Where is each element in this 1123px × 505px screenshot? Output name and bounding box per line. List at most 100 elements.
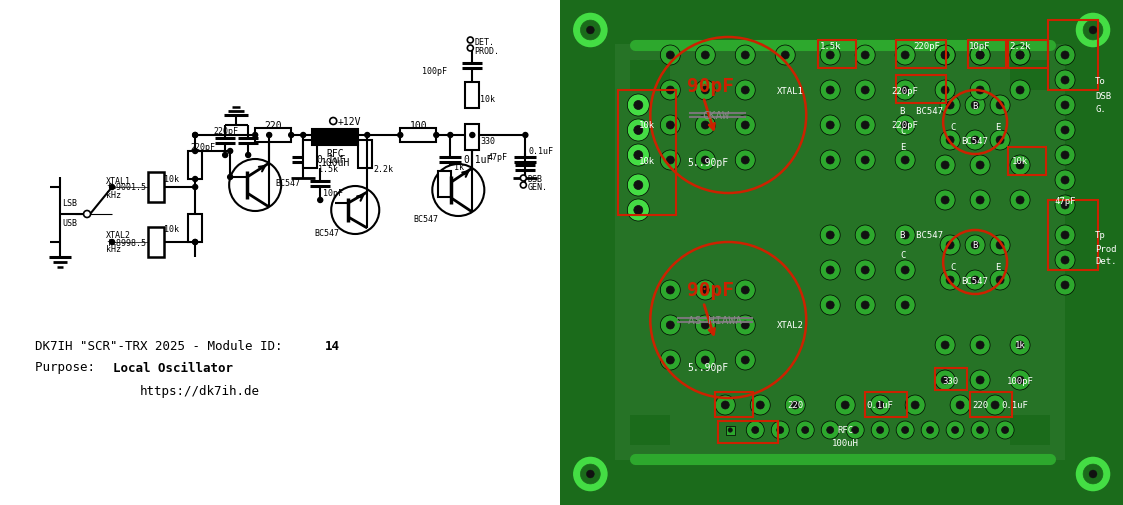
Bar	[255, 129, 291, 143]
Circle shape	[1054, 46, 1075, 66]
Circle shape	[750, 395, 770, 415]
Circle shape	[847, 421, 865, 439]
Text: 90pF: 90pF	[687, 76, 733, 95]
Circle shape	[666, 87, 674, 95]
Text: 0.1uF: 0.1uF	[464, 155, 493, 165]
Circle shape	[820, 295, 840, 316]
Circle shape	[741, 87, 749, 95]
Circle shape	[666, 122, 674, 130]
Text: PROD.: PROD.	[474, 46, 500, 56]
Circle shape	[841, 401, 849, 409]
Circle shape	[935, 81, 956, 101]
Circle shape	[935, 190, 956, 211]
Circle shape	[970, 370, 990, 390]
Circle shape	[827, 231, 834, 239]
Circle shape	[448, 133, 453, 138]
Circle shape	[751, 427, 759, 434]
Circle shape	[901, 301, 910, 310]
Circle shape	[1061, 52, 1069, 60]
Bar	[630, 415, 670, 445]
Circle shape	[921, 421, 939, 439]
Circle shape	[736, 280, 756, 300]
Circle shape	[935, 46, 956, 66]
Circle shape	[851, 427, 859, 434]
Circle shape	[523, 133, 528, 138]
Circle shape	[581, 464, 601, 484]
Circle shape	[976, 162, 984, 170]
Text: 220pF: 220pF	[892, 86, 919, 95]
Text: RFC: RFC	[327, 148, 344, 159]
Circle shape	[1089, 27, 1097, 35]
Circle shape	[856, 226, 875, 245]
Circle shape	[433, 133, 439, 138]
Text: 220: 220	[973, 400, 988, 410]
Bar	[465, 83, 480, 109]
Circle shape	[985, 395, 1005, 415]
Text: CKAW: CKAW	[702, 111, 729, 121]
Circle shape	[1054, 121, 1075, 141]
Text: https://dk7ih.de: https://dk7ih.de	[140, 384, 261, 397]
Text: DET.: DET.	[474, 37, 494, 46]
Circle shape	[946, 137, 955, 145]
Circle shape	[469, 133, 475, 138]
Text: RFC: RFC	[837, 426, 853, 435]
Circle shape	[895, 295, 915, 316]
Circle shape	[827, 52, 834, 60]
Bar	[865, 392, 907, 417]
Circle shape	[901, 52, 910, 60]
Text: f=8998.5: f=8998.5	[106, 238, 146, 247]
Circle shape	[946, 102, 955, 110]
Circle shape	[901, 87, 910, 95]
Circle shape	[856, 295, 875, 316]
Circle shape	[785, 395, 805, 415]
Circle shape	[228, 175, 232, 180]
Text: AS HIAWA: AS HIAWA	[688, 316, 742, 325]
Circle shape	[741, 286, 749, 294]
Circle shape	[821, 421, 839, 439]
Circle shape	[660, 116, 681, 136]
Circle shape	[193, 240, 198, 245]
Circle shape	[895, 261, 915, 280]
Text: 100pF: 100pF	[1006, 376, 1033, 385]
Circle shape	[701, 87, 710, 95]
Circle shape	[856, 261, 875, 280]
Text: To: To	[1095, 76, 1106, 85]
Bar	[303, 141, 317, 169]
Circle shape	[956, 401, 965, 409]
Circle shape	[775, 46, 795, 66]
Circle shape	[695, 350, 715, 370]
Circle shape	[895, 46, 915, 66]
Circle shape	[777, 427, 784, 434]
Circle shape	[1075, 13, 1111, 49]
Text: 220pF: 220pF	[914, 41, 941, 51]
Circle shape	[827, 301, 834, 310]
Circle shape	[586, 470, 594, 478]
Circle shape	[1061, 177, 1069, 185]
Circle shape	[633, 151, 642, 160]
Circle shape	[715, 395, 736, 415]
Circle shape	[1061, 281, 1069, 289]
Text: 330: 330	[942, 376, 958, 385]
Text: GEN.: GEN.	[528, 183, 547, 192]
Circle shape	[971, 276, 979, 284]
Circle shape	[902, 427, 909, 434]
Bar	[358, 141, 372, 169]
Circle shape	[901, 157, 910, 165]
Circle shape	[432, 165, 484, 217]
Circle shape	[827, 427, 833, 434]
Circle shape	[941, 196, 949, 205]
Circle shape	[950, 395, 970, 415]
Bar	[615, 45, 1065, 460]
Text: 2.2k: 2.2k	[1010, 41, 1031, 51]
Circle shape	[701, 286, 710, 294]
Circle shape	[193, 240, 198, 245]
Circle shape	[633, 181, 642, 190]
Circle shape	[940, 96, 960, 116]
Bar	[1008, 41, 1048, 69]
Circle shape	[876, 401, 884, 409]
Circle shape	[222, 153, 228, 158]
Circle shape	[1083, 21, 1103, 41]
Circle shape	[941, 376, 949, 384]
Circle shape	[628, 199, 649, 222]
Circle shape	[1061, 102, 1069, 110]
